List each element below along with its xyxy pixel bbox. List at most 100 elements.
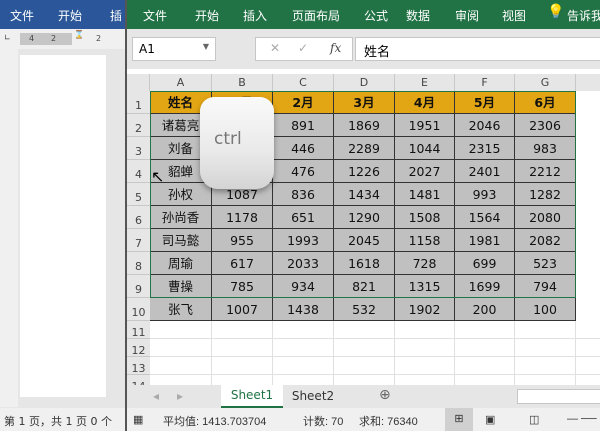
zoom-slider[interactable]: — ── — [567, 413, 597, 425]
empty-cell[interactable] — [334, 321, 395, 339]
table-cell[interactable]: 2306 — [515, 114, 576, 137]
tab-review[interactable]: 审阅 — [455, 9, 480, 23]
table-cell[interactable]: 794 — [515, 275, 576, 298]
table-header-cell[interactable]: 5月 — [455, 91, 515, 114]
table-cell[interactable]: 2080 — [515, 206, 576, 229]
table-cell[interactable]: 1981 — [455, 229, 515, 252]
row-header[interactable]: 8 — [127, 252, 150, 275]
column-header[interactable] — [576, 74, 600, 91]
table-cell[interactable]: 曹操 — [150, 275, 212, 298]
fx-icon[interactable]: fx — [330, 41, 342, 55]
empty-cell[interactable] — [515, 357, 576, 375]
cancel-icon[interactable]: ✕ — [270, 41, 281, 55]
sheet-tab-sheet1[interactable]: Sheet1 — [221, 385, 283, 408]
table-cell[interactable]: 2401 — [455, 160, 515, 183]
row-header[interactable]: 6 — [127, 206, 150, 229]
empty-cell[interactable] — [273, 321, 334, 339]
table-cell[interactable]: 617 — [212, 252, 273, 275]
lightbulb-icon[interactable]: 💡 — [547, 4, 565, 20]
enter-icon[interactable]: ✓ — [298, 41, 309, 55]
table-cell[interactable]: 1618 — [334, 252, 395, 275]
empty-cell[interactable] — [150, 321, 212, 339]
row-header[interactable]: 4 — [127, 160, 150, 183]
table-cell[interactable]: 1902 — [395, 298, 455, 321]
table-cell[interactable]: 2212 — [515, 160, 576, 183]
table-cell[interactable]: 孙权 — [150, 183, 212, 206]
chevron-down-icon[interactable]: ▼ — [202, 42, 209, 51]
row-header[interactable]: 9 — [127, 275, 150, 298]
table-cell[interactable]: 699 — [455, 252, 515, 275]
table-cell[interactable]: 446 — [273, 137, 334, 160]
table-cell[interactable]: 孙尚香 — [150, 206, 212, 229]
column-header[interactable]: A — [150, 74, 212, 91]
empty-cell[interactable] — [576, 321, 600, 339]
empty-cell[interactable] — [576, 357, 600, 375]
empty-cell[interactable] — [334, 339, 395, 357]
table-cell[interactable]: 2033 — [273, 252, 334, 275]
table-cell[interactable]: 1044 — [395, 137, 455, 160]
empty-cell[interactable] — [395, 321, 455, 339]
page-layout-view-icon[interactable]: ▣ — [485, 414, 496, 426]
tab-file[interactable]: 文件 — [143, 9, 168, 23]
empty-cell[interactable] — [515, 321, 576, 339]
column-header[interactable]: G — [515, 74, 576, 91]
empty-cell[interactable] — [273, 357, 334, 375]
table-cell[interactable]: 476 — [273, 160, 334, 183]
table-cell[interactable]: 1226 — [334, 160, 395, 183]
table-cell[interactable]: 836 — [273, 183, 334, 206]
table-cell[interactable]: 1564 — [455, 206, 515, 229]
table-header-cell[interactable]: 2月 — [273, 91, 334, 114]
tab-page-layout[interactable]: 页面布局 — [292, 9, 341, 23]
empty-cell[interactable] — [455, 321, 515, 339]
tab-data[interactable]: 数据 — [406, 9, 431, 23]
table-cell[interactable]: 诸葛亮 — [150, 114, 212, 137]
row-header[interactable]: 13 — [127, 357, 150, 375]
table-cell[interactable]: 貂蝉 — [150, 160, 212, 183]
table-header-cell[interactable]: 4月 — [395, 91, 455, 114]
table-cell[interactable]: 1315 — [395, 275, 455, 298]
table-cell[interactable]: 651 — [273, 206, 334, 229]
table-cell[interactable]: 张飞 — [150, 298, 212, 321]
table-cell[interactable]: 993 — [455, 183, 515, 206]
table-cell[interactable]: 1993 — [273, 229, 334, 252]
table-cell[interactable]: 821 — [334, 275, 395, 298]
scroll-right-icon[interactable]: ▸ — [177, 389, 184, 403]
column-header[interactable]: F — [455, 74, 515, 91]
row-header[interactable]: 12 — [127, 339, 150, 357]
table-cell[interactable]: 2027 — [395, 160, 455, 183]
table-header-cell[interactable]: 3月 — [334, 91, 395, 114]
add-sheet-icon[interactable]: ⊕ — [379, 387, 391, 403]
table-cell[interactable]: 1951 — [395, 114, 455, 137]
formula-input[interactable]: 姓名 — [355, 37, 600, 61]
row-header[interactable]: 1 — [127, 91, 150, 114]
empty-cell[interactable] — [515, 339, 576, 357]
table-cell[interactable]: 785 — [212, 275, 273, 298]
empty-cell[interactable] — [273, 339, 334, 357]
tab-view[interactable]: 视图 — [502, 9, 527, 23]
table-cell[interactable]: 1699 — [455, 275, 515, 298]
empty-cell[interactable] — [212, 321, 273, 339]
empty-cell[interactable] — [395, 339, 455, 357]
normal-view-icon[interactable]: ⊞ — [445, 408, 473, 431]
word-tab-insert[interactable]: 插 — [110, 9, 123, 23]
name-box[interactable]: A1 ▼ — [132, 37, 216, 61]
table-cell[interactable]: 1282 — [515, 183, 576, 206]
table-cell[interactable]: 2082 — [515, 229, 576, 252]
table-header-cell[interactable]: 6月 — [515, 91, 576, 114]
spreadsheet-grid[interactable]: ABCDEFG1234567891011121314姓名1月2月3月4月5月6月… — [127, 69, 600, 393]
table-cell[interactable]: 1508 — [395, 206, 455, 229]
tab-home[interactable]: 开始 — [195, 9, 220, 23]
table-cell[interactable]: 523 — [515, 252, 576, 275]
table-cell[interactable]: 983 — [515, 137, 576, 160]
tab-insert[interactable]: 插入 — [243, 9, 268, 23]
table-cell[interactable]: 728 — [395, 252, 455, 275]
table-cell[interactable]: 891 — [273, 114, 334, 137]
tell-me[interactable]: 告诉我 — [567, 9, 600, 23]
empty-cell[interactable] — [212, 357, 273, 375]
table-cell[interactable]: 200 — [455, 298, 515, 321]
table-cell[interactable]: 周瑜 — [150, 252, 212, 275]
table-cell[interactable]: 1438 — [273, 298, 334, 321]
page-break-view-icon[interactable]: ◫ — [529, 414, 540, 426]
row-header[interactable]: 2 — [127, 114, 150, 137]
empty-cell[interactable] — [395, 357, 455, 375]
